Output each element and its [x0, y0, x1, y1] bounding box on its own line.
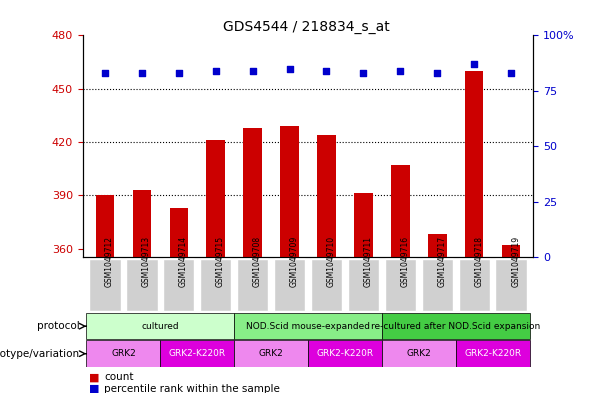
FancyBboxPatch shape: [382, 313, 530, 340]
FancyBboxPatch shape: [455, 340, 530, 367]
Text: GSM1049712: GSM1049712: [105, 236, 114, 287]
Text: GSM1049718: GSM1049718: [474, 236, 483, 287]
Point: [211, 68, 221, 74]
FancyBboxPatch shape: [495, 259, 527, 311]
FancyBboxPatch shape: [237, 259, 268, 311]
FancyBboxPatch shape: [161, 340, 234, 367]
FancyBboxPatch shape: [422, 259, 453, 311]
FancyBboxPatch shape: [163, 259, 194, 311]
Text: GSM1049708: GSM1049708: [253, 236, 262, 287]
FancyBboxPatch shape: [234, 313, 382, 340]
Text: percentile rank within the sample: percentile rank within the sample: [104, 384, 280, 393]
Text: GSM1049716: GSM1049716: [400, 236, 409, 287]
Text: GRK2: GRK2: [406, 349, 431, 358]
Bar: [465, 71, 484, 257]
FancyBboxPatch shape: [274, 259, 305, 311]
Bar: [243, 128, 262, 257]
FancyBboxPatch shape: [385, 259, 416, 311]
FancyBboxPatch shape: [200, 259, 231, 311]
Text: ■: ■: [89, 384, 99, 393]
Point: [470, 61, 479, 67]
Text: GSM1049713: GSM1049713: [142, 236, 151, 287]
Bar: [428, 234, 446, 257]
Bar: [207, 140, 225, 257]
FancyBboxPatch shape: [382, 340, 455, 367]
FancyBboxPatch shape: [86, 313, 234, 340]
Point: [284, 66, 294, 72]
Text: re-cultured after NOD.Scid expansion: re-cultured after NOD.Scid expansion: [371, 322, 541, 331]
Text: genotype/variation: genotype/variation: [0, 349, 80, 359]
FancyBboxPatch shape: [311, 259, 342, 311]
Text: GRK2-K220R: GRK2-K220R: [316, 349, 373, 358]
Point: [322, 68, 332, 74]
FancyBboxPatch shape: [348, 259, 379, 311]
Text: GRK2-K220R: GRK2-K220R: [169, 349, 226, 358]
Text: GSM1049717: GSM1049717: [437, 236, 446, 287]
Bar: [354, 193, 373, 257]
FancyBboxPatch shape: [126, 259, 158, 311]
Text: protocol: protocol: [37, 321, 80, 331]
Text: NOD.Scid mouse-expanded: NOD.Scid mouse-expanded: [246, 322, 370, 331]
Text: GSM1049714: GSM1049714: [179, 236, 188, 287]
Bar: [280, 126, 299, 257]
Point: [432, 70, 442, 76]
Bar: [170, 208, 188, 257]
Text: GSM1049719: GSM1049719: [511, 236, 520, 287]
Text: GSM1049709: GSM1049709: [289, 236, 299, 287]
Point: [395, 68, 405, 74]
Text: GDS4544 / 218834_s_at: GDS4544 / 218834_s_at: [223, 20, 390, 34]
Point: [100, 70, 110, 76]
Text: GSM1049710: GSM1049710: [327, 236, 335, 287]
FancyBboxPatch shape: [86, 340, 161, 367]
FancyBboxPatch shape: [89, 259, 121, 311]
Text: ■: ■: [89, 372, 99, 382]
Text: GSM1049711: GSM1049711: [364, 236, 373, 287]
Bar: [96, 195, 114, 257]
Point: [137, 70, 147, 76]
Bar: [502, 245, 520, 257]
Point: [359, 70, 368, 76]
FancyBboxPatch shape: [234, 340, 308, 367]
Text: GRK2-K220R: GRK2-K220R: [464, 349, 521, 358]
Text: GRK2: GRK2: [111, 349, 135, 358]
Text: cultured: cultured: [142, 322, 179, 331]
Point: [506, 70, 516, 76]
Text: count: count: [104, 372, 134, 382]
Text: GRK2: GRK2: [259, 349, 283, 358]
Point: [248, 68, 257, 74]
Text: GSM1049715: GSM1049715: [216, 236, 225, 287]
Bar: [391, 165, 409, 257]
FancyBboxPatch shape: [459, 259, 490, 311]
Bar: [132, 190, 151, 257]
Bar: [318, 135, 336, 257]
Point: [174, 70, 184, 76]
FancyBboxPatch shape: [308, 340, 382, 367]
